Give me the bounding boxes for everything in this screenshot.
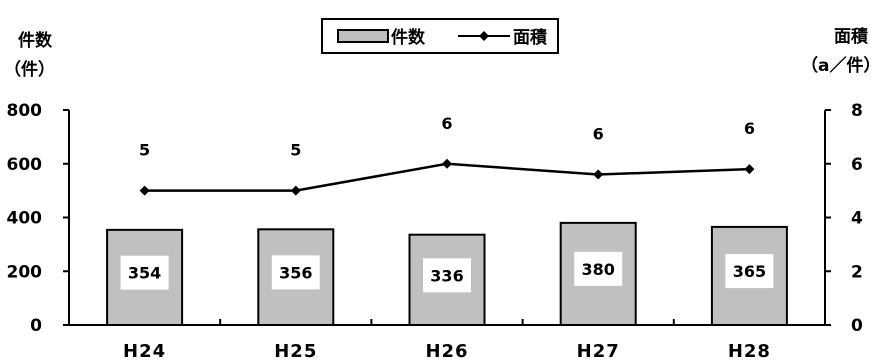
x-tick-label-H24: H24 bbox=[123, 341, 166, 362]
left-axis-unit: （件） bbox=[4, 59, 55, 80]
line-value-label: 6 bbox=[441, 114, 452, 133]
right-axis-title: 面積 bbox=[834, 26, 869, 47]
left-tick-label: 400 bbox=[7, 209, 43, 229]
x-tick-label-H28: H28 bbox=[728, 341, 771, 362]
legend-line-label: 面積 bbox=[513, 27, 548, 48]
line-point-H26 bbox=[442, 158, 452, 169]
line-value-label: 5 bbox=[139, 141, 150, 160]
bar-value-box bbox=[423, 258, 471, 293]
x-tick-label-H26: H26 bbox=[425, 341, 468, 362]
right-tick-label: 8 bbox=[851, 101, 863, 121]
left-tick-label: 600 bbox=[7, 155, 43, 175]
bar-value-box bbox=[725, 254, 774, 289]
line-point-H25 bbox=[290, 185, 301, 196]
right-tick-label: 0 bbox=[851, 316, 863, 336]
bar-value-box bbox=[271, 255, 320, 290]
line-value-label: 6 bbox=[593, 125, 604, 144]
bar-value-box bbox=[120, 255, 169, 290]
left-axis-title: 件数 bbox=[18, 30, 53, 51]
left-tick-label: 800 bbox=[7, 101, 43, 121]
bar-value-label: 336 bbox=[430, 266, 463, 285]
line-value-label: 6 bbox=[744, 119, 755, 138]
legend-line-marker bbox=[479, 31, 489, 41]
x-tick-label-H25: H25 bbox=[274, 341, 317, 362]
left-tick-label: 0 bbox=[30, 316, 42, 336]
line-point-H24 bbox=[139, 185, 150, 196]
legend: 件数 面積 bbox=[321, 18, 559, 54]
bar-value-label: 380 bbox=[581, 260, 614, 279]
bar-value-label: 356 bbox=[279, 263, 312, 282]
legend-bar-swatch bbox=[337, 29, 389, 43]
line-value-label: 5 bbox=[290, 141, 301, 160]
right-tick-label: 2 bbox=[851, 262, 863, 282]
line-point-H27 bbox=[593, 169, 604, 180]
line-point-H28 bbox=[744, 164, 755, 175]
right-tick-label: 6 bbox=[851, 155, 863, 175]
bar-value-label: 365 bbox=[733, 262, 766, 281]
left-tick-label: 200 bbox=[7, 262, 43, 282]
bar-value-label: 354 bbox=[128, 264, 161, 283]
legend-bar-label: 件数 bbox=[391, 27, 426, 48]
bar-value-box bbox=[574, 251, 623, 286]
right-tick-label: 4 bbox=[851, 209, 863, 229]
right-axis-unit: （a／件） bbox=[801, 55, 880, 76]
x-tick-label-H27: H27 bbox=[577, 341, 620, 362]
